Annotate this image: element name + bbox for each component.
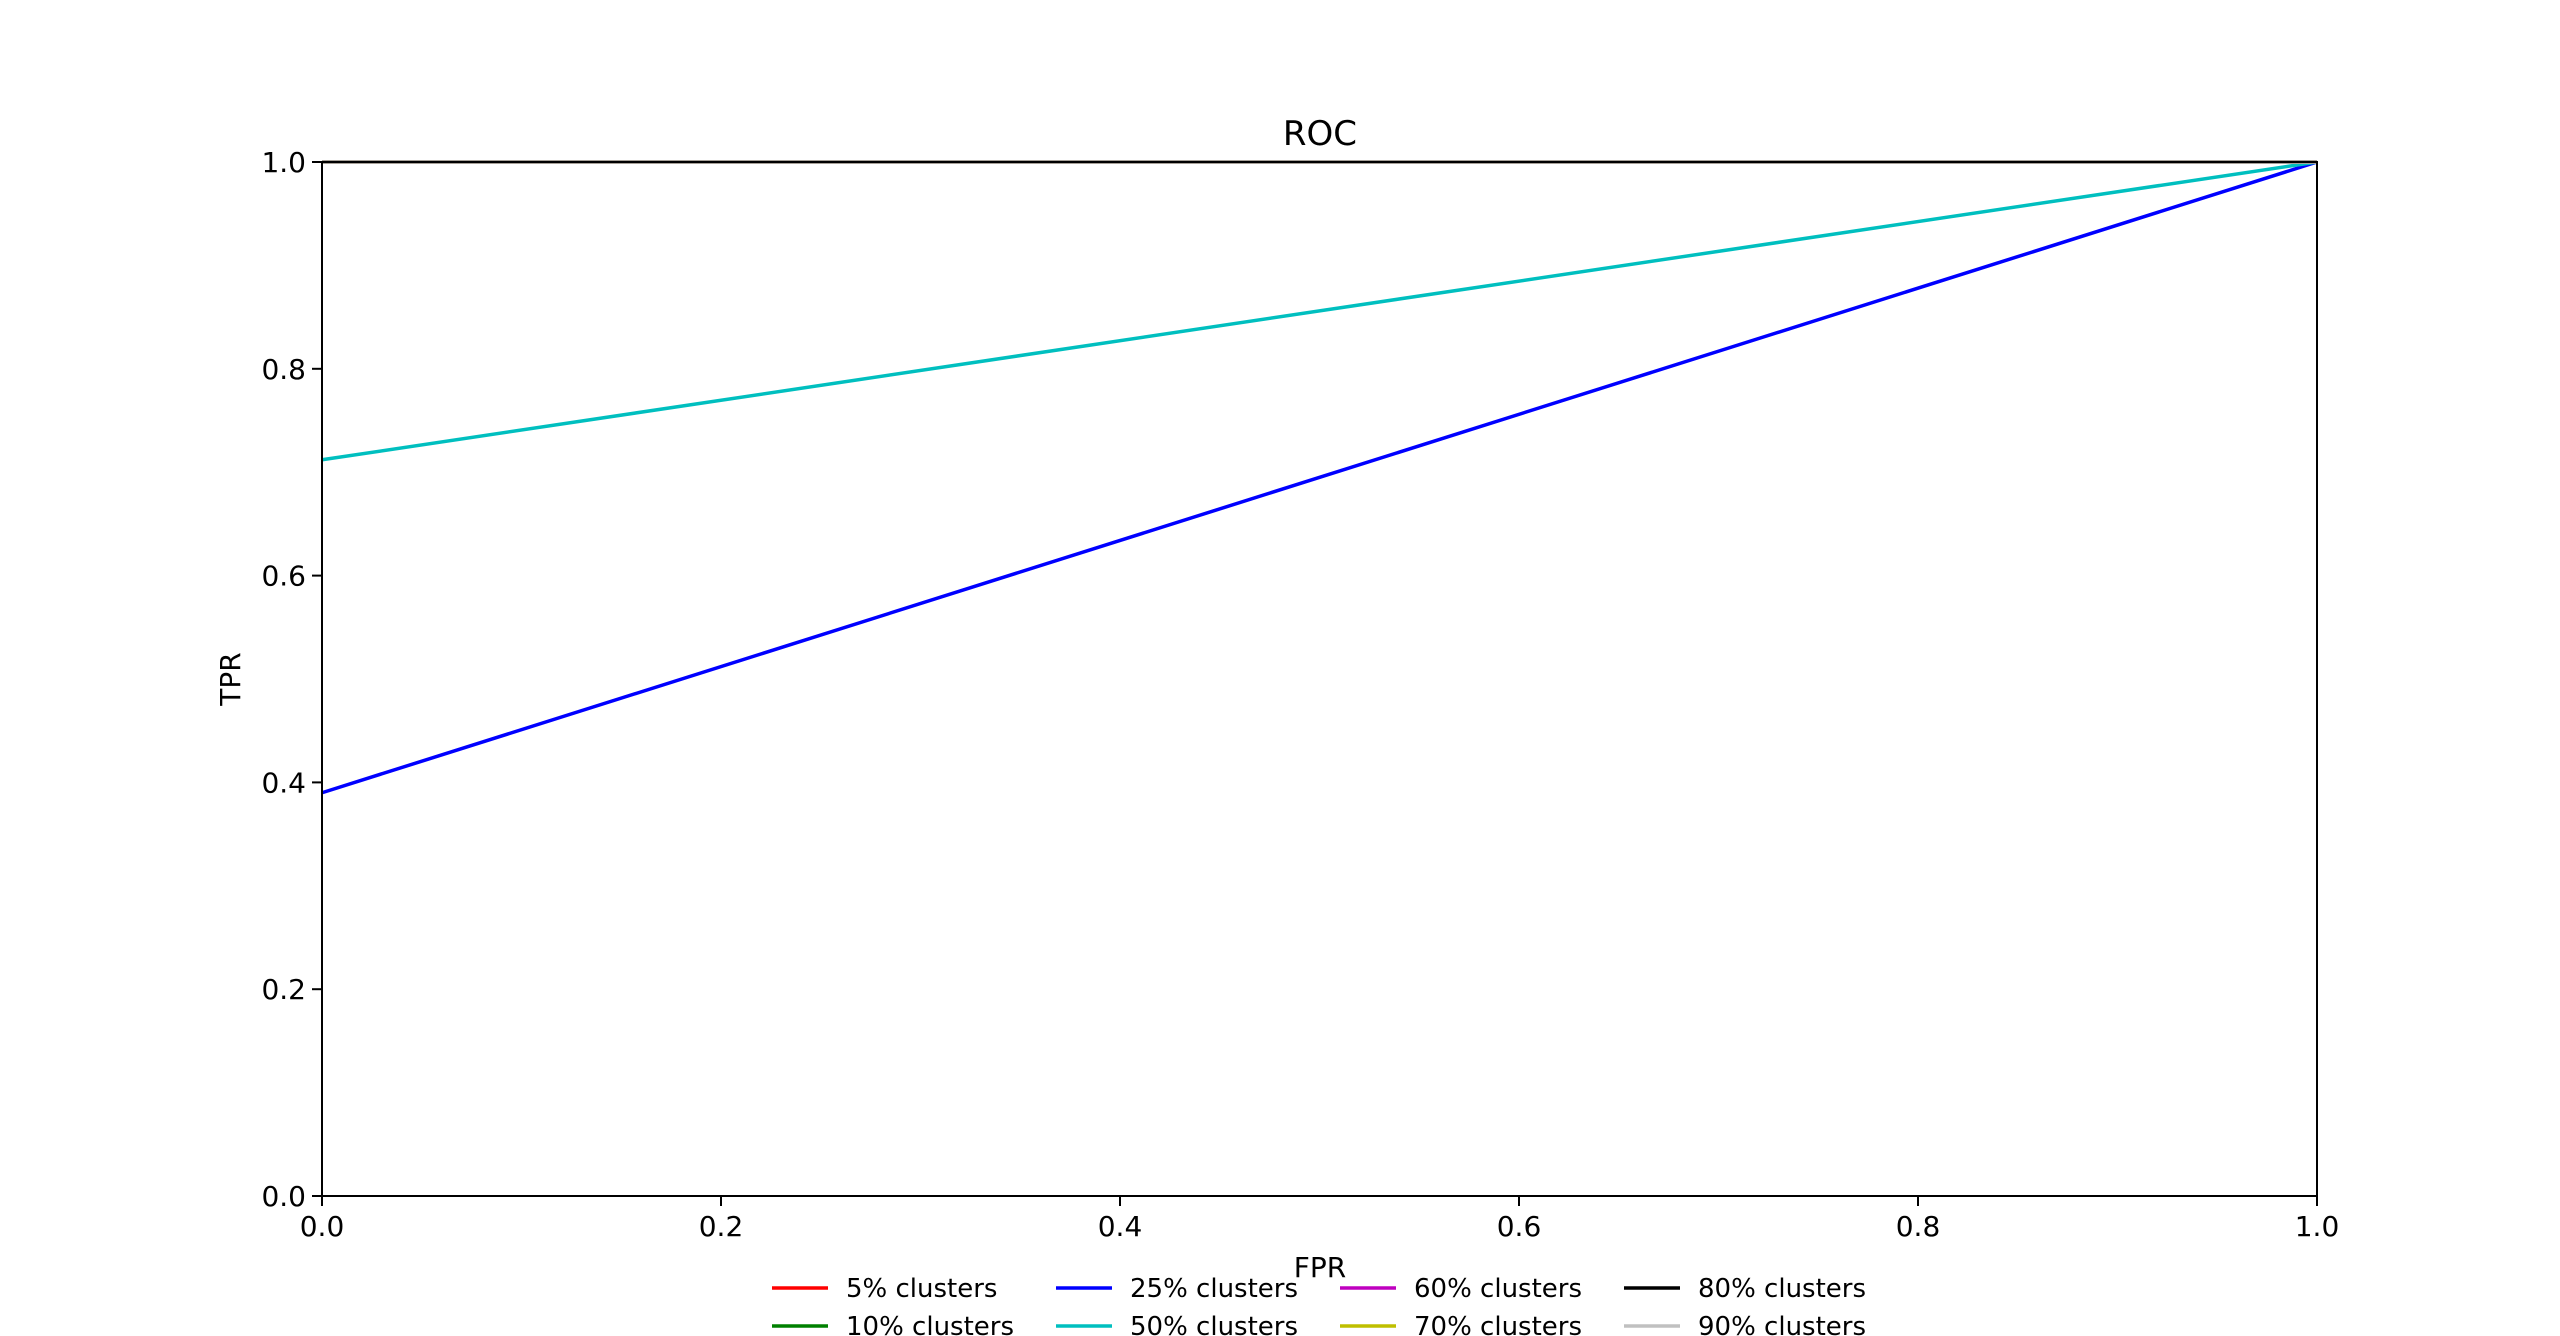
y-axis: 0.0 0.2 0.4 0.6 0.8 1.0 — [261, 146, 322, 1213]
y-tick-label: 1.0 — [261, 146, 306, 179]
legend-item: 25% clusters — [1056, 1274, 1298, 1304]
legend-item: 10% clusters — [772, 1312, 1014, 1336]
legend-item: 60% clusters — [1340, 1274, 1582, 1304]
series-line-2 — [321, 160, 2318, 795]
legend-item: 90% clusters — [1624, 1312, 1866, 1336]
series-line-3 — [321, 160, 2318, 462]
y-tick-label: 0.4 — [261, 766, 306, 799]
x-tick-label: 0.6 — [1497, 1210, 1542, 1243]
legend-label: 80% clusters — [1698, 1274, 1866, 1304]
x-axis-label: FPR — [1294, 1251, 1346, 1284]
y-tick-label: 0.2 — [261, 973, 306, 1006]
y-tick-label: 0.0 — [261, 1180, 306, 1213]
legend-item: 80% clusters — [1624, 1274, 1866, 1304]
legend-label: 50% clusters — [1130, 1312, 1298, 1336]
legend-label: 60% clusters — [1414, 1274, 1582, 1304]
plot-area — [321, 160, 2318, 795]
legend-label: 70% clusters — [1414, 1312, 1582, 1336]
x-tick-label: 0.2 — [699, 1210, 744, 1243]
legend-label: 10% clusters — [846, 1312, 1014, 1336]
legend-label: 5% clusters — [846, 1274, 997, 1304]
x-tick-label: 0.8 — [1896, 1210, 1941, 1243]
x-axis: 0.0 0.2 0.4 0.6 0.8 1.0 — [300, 1196, 2340, 1243]
legend-item: 5% clusters — [772, 1274, 997, 1304]
y-tick-label: 0.6 — [261, 560, 306, 593]
legend-item: 70% clusters — [1340, 1312, 1582, 1336]
legend-item: 50% clusters — [1056, 1312, 1298, 1336]
x-tick-label: 0.4 — [1098, 1210, 1143, 1243]
x-tick-label: 0.0 — [300, 1210, 345, 1243]
legend-label: 25% clusters — [1130, 1274, 1298, 1304]
x-tick-label: 1.0 — [2295, 1210, 2340, 1243]
chart-title: ROC — [1283, 114, 1357, 154]
legend-label: 90% clusters — [1698, 1312, 1866, 1336]
y-tick-label: 0.8 — [261, 353, 306, 386]
legend: 5% clusters 10% clusters 25% clusters 50% c… — [772, 1274, 1866, 1336]
plot-frame — [321, 161, 2318, 1197]
y-axis-label: TPR — [214, 652, 247, 706]
